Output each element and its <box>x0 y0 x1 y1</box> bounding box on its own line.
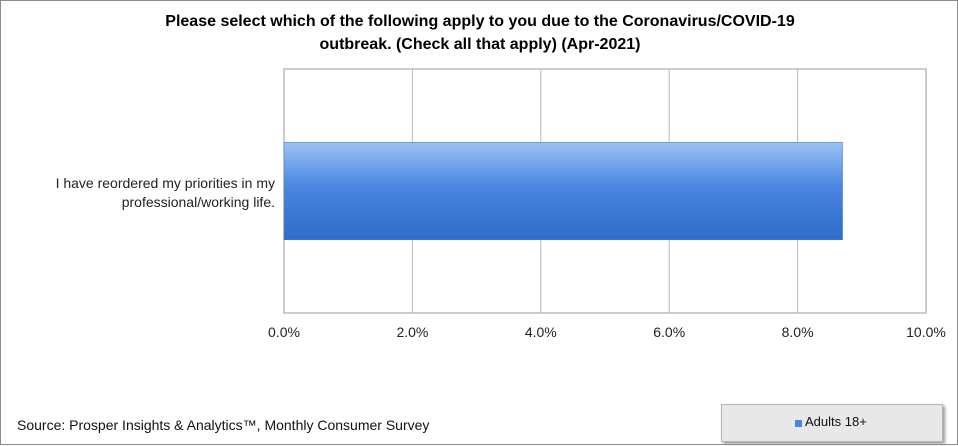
source-note: Source: Prosper Insights & Analytics™, M… <box>17 417 430 433</box>
legend-label-adults-18-plus: Adults 18+ <box>805 414 867 429</box>
x-tick-label-2: 2.0% <box>396 324 428 340</box>
legend: Adults 18+ <box>721 404 943 442</box>
x-tick-label-8: 8.0% <box>782 324 814 340</box>
bar-series-0-category-0 <box>283 141 843 241</box>
category-label-line-2: professional/working life. <box>121 194 275 210</box>
chart-title-line-2: outbreak. (Check all that apply) (Apr-20… <box>319 36 641 53</box>
legend-swatch-adults-18-plus <box>795 420 802 427</box>
x-tick-label-10: 10.0% <box>906 324 946 340</box>
x-tick-label-0: 0.0% <box>268 324 300 340</box>
x-tick-label-6: 6.0% <box>653 324 685 340</box>
category-label-line-1: I have reordered my priorities in my <box>55 175 275 191</box>
chart-title-line-1: Please select which of the following app… <box>165 13 795 30</box>
x-tick-label-4: 4.0% <box>525 324 557 340</box>
